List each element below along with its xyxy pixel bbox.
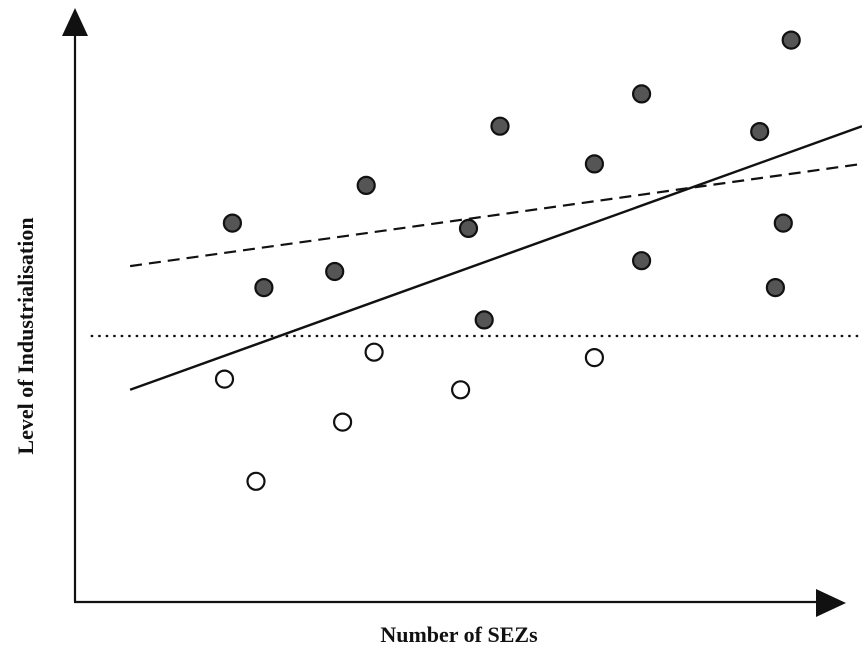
filled-data-point [773,213,793,233]
open-data-point [364,342,384,362]
open-data-point [246,471,266,491]
trend-lines [90,125,862,391]
data-points [214,30,801,491]
filled-data-point [325,261,345,282]
filled-data-point [750,122,770,142]
open-data-point [451,380,471,400]
filled-data-point [458,218,479,238]
open-data-point [584,348,605,368]
dashed-trend-line [129,162,862,268]
filled-data-point [490,116,510,136]
filled-data-point [222,213,242,233]
filled-data-point [356,175,376,195]
filled-data-point [631,84,652,104]
open-data-point [333,412,353,432]
y-axis-arrow-icon [62,8,88,36]
open-data-point [214,369,235,389]
filled-data-point [254,278,274,298]
x-axis-label: Number of SEZs [380,622,538,647]
filled-data-point [474,310,494,330]
filled-data-point [584,154,605,174]
filled-data-point [631,251,652,271]
solid-trend-line [129,125,862,391]
filled-data-point [765,278,786,298]
y-axis-label: Level of Industrialisation [13,217,38,455]
x-axis-arrow-icon [816,589,846,617]
filled-data-point [781,30,801,50]
axes [62,8,846,617]
